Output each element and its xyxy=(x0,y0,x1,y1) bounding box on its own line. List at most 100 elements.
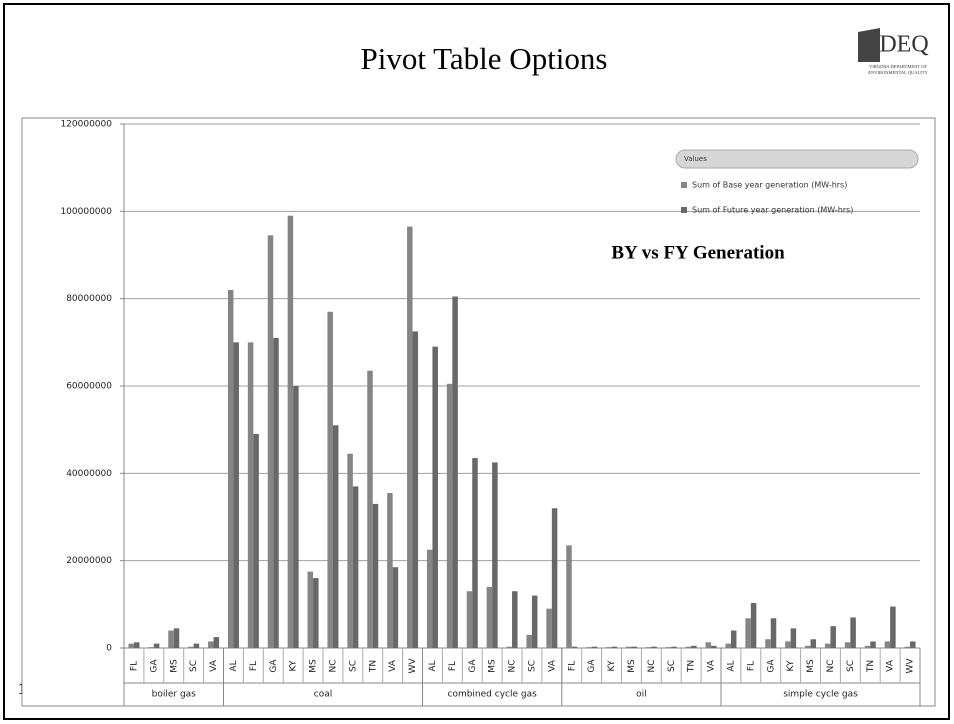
y-tick-label: 60000000 xyxy=(66,382,112,392)
legend-header xyxy=(675,149,919,169)
bar xyxy=(711,645,717,648)
bar xyxy=(651,646,657,648)
bar xyxy=(432,346,438,648)
bar xyxy=(725,643,731,648)
bar xyxy=(188,646,194,648)
group-label: oil xyxy=(636,690,647,700)
x-tick-label: GA xyxy=(468,659,478,673)
x-tick-label: GA xyxy=(587,659,597,673)
x-tick-label: GA xyxy=(149,659,159,673)
x-tick-label: KY xyxy=(607,660,617,672)
y-tick-label: 20000000 xyxy=(66,556,112,566)
bar xyxy=(790,628,797,648)
x-tick-label: MS xyxy=(627,659,637,673)
bar xyxy=(566,545,572,648)
logo-line: VIRGINIA DEPARTMENT OF xyxy=(869,64,927,69)
bar xyxy=(864,645,871,648)
bar xyxy=(407,226,413,648)
x-tick-label: VA xyxy=(209,659,219,672)
x-tick-label: TN xyxy=(866,660,876,673)
x-tick-label: GA xyxy=(766,659,776,673)
group-label: boiler gas xyxy=(152,690,197,700)
bar xyxy=(387,492,393,648)
chart-frame xyxy=(21,117,936,707)
legend-swatch xyxy=(681,207,687,213)
bar xyxy=(625,646,632,648)
x-tick-label: TN xyxy=(368,660,378,673)
logo: DEQ VIRGINIA DEPARTMENT OF ENVIRONMENTAL… xyxy=(858,28,929,75)
group-label: combined cycle gas xyxy=(448,690,538,700)
x-tick-label: NC xyxy=(826,659,836,672)
bar xyxy=(810,639,817,648)
bar xyxy=(472,458,478,648)
x-tick-label: FL xyxy=(567,661,577,671)
x-tick-label: VA xyxy=(547,659,557,672)
bar xyxy=(466,591,473,648)
bar xyxy=(805,645,811,648)
x-tick-label: MS xyxy=(488,659,498,673)
x-tick-label: WV xyxy=(408,658,418,674)
x-tick-label: VA xyxy=(388,659,398,672)
x-tick-label: SC xyxy=(189,660,199,672)
bar xyxy=(512,591,518,648)
x-tick-label: NC xyxy=(508,659,518,672)
bar xyxy=(392,567,399,648)
bar xyxy=(227,289,234,648)
bar xyxy=(705,642,712,648)
bar xyxy=(233,342,239,648)
y-tick-label: 40000000 xyxy=(66,469,112,479)
bar xyxy=(332,425,339,648)
group-label: coal xyxy=(314,690,332,700)
bar xyxy=(526,634,532,648)
bar xyxy=(551,508,558,648)
bar xyxy=(307,571,314,648)
logo-mark xyxy=(858,28,880,62)
bar xyxy=(128,643,134,648)
bar xyxy=(910,641,916,648)
bar xyxy=(904,646,911,648)
bar xyxy=(168,630,174,648)
slide-border xyxy=(3,3,950,720)
bar xyxy=(884,641,891,648)
bar xyxy=(890,606,896,648)
bar xyxy=(347,453,353,648)
x-tick-label: NC xyxy=(328,659,338,672)
bar xyxy=(745,618,751,648)
x-tick-label: FL xyxy=(249,661,259,671)
bar xyxy=(531,595,538,648)
y-tick-label: 100000000 xyxy=(60,207,112,217)
y-tick-label: 80000000 xyxy=(66,294,112,304)
bar xyxy=(352,486,359,648)
annotation: BY vs FY Generation xyxy=(611,242,785,263)
bar xyxy=(267,235,274,648)
bar xyxy=(372,503,379,648)
x-tick-label: KY xyxy=(786,660,796,672)
bar xyxy=(452,296,458,648)
y-tick-label: 120000000 xyxy=(60,120,112,130)
bar xyxy=(173,628,180,648)
x-tick-label: FL xyxy=(129,661,139,671)
x-tick-label: WV xyxy=(906,658,916,674)
logo-text: DEQ xyxy=(879,32,928,58)
bar xyxy=(426,549,433,648)
bar xyxy=(253,434,259,648)
bar xyxy=(213,637,220,648)
bar xyxy=(446,383,453,648)
y-tick-label: 0 xyxy=(106,644,112,654)
x-tick-label: SC xyxy=(348,660,358,672)
x-tick-label: MS xyxy=(309,659,319,673)
logo-line: ENVIRONMENTAL QUALITY xyxy=(868,70,928,75)
bar xyxy=(785,641,791,648)
x-tick-label: FL xyxy=(746,661,756,671)
legend-swatch xyxy=(681,182,687,188)
bar xyxy=(691,645,697,648)
bar xyxy=(546,608,552,648)
bar xyxy=(631,646,637,648)
x-tick-label: GA xyxy=(269,659,279,673)
x-tick-label: FL xyxy=(448,661,458,671)
bar xyxy=(133,642,140,648)
bar xyxy=(606,647,612,648)
bar xyxy=(367,370,373,648)
bar xyxy=(611,646,618,648)
